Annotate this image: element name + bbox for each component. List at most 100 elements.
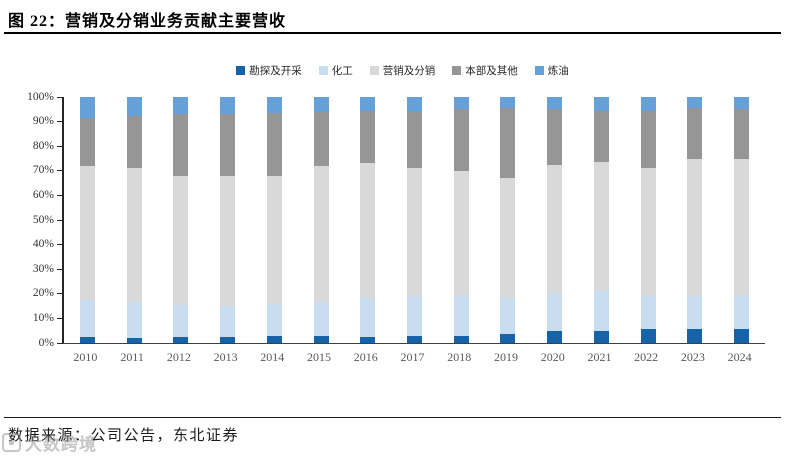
y-tick-label: 30%	[32, 262, 54, 275]
bar-segment-化工-2018	[453, 295, 469, 336]
bar-slot-2015	[298, 97, 345, 343]
bar-slot-2013	[204, 97, 251, 343]
bar-segment-营销及分销-2016	[360, 163, 376, 298]
bar-stack-2012	[173, 97, 189, 343]
y-tick-mark	[57, 170, 62, 172]
bar-segment-营销及分销-2020	[547, 164, 563, 293]
bar-segment-营销及分销-2010	[79, 165, 95, 300]
watermark: 大数跨境	[2, 430, 97, 455]
bar-segment-营销及分销-2012	[173, 175, 189, 305]
y-tick-label: 80%	[32, 139, 54, 152]
bar-segment-勘探及开采-2020	[547, 330, 563, 343]
bar-stack-2011	[126, 97, 142, 343]
bar-stack-2024	[734, 97, 750, 343]
bar-segment-炼油-2015	[313, 97, 329, 112]
bar-segment-勘探及开采-2019	[500, 334, 516, 343]
bar-stack-2013	[220, 97, 236, 343]
y-tick-label: 10%	[32, 311, 54, 324]
bar-segment-营销及分销-2024	[734, 158, 750, 296]
y-tick-mark	[57, 293, 62, 295]
y-tick-label: 70%	[32, 164, 54, 177]
legend-item-3: 本部及其他	[452, 63, 518, 78]
bar-stack-2018	[453, 97, 469, 343]
bar-segment-本部及其他-2015	[313, 111, 329, 166]
bar-segment-化工-2011	[126, 302, 142, 339]
title-underline	[4, 32, 781, 34]
legend-swatch-icon	[318, 66, 328, 75]
bar-segment-本部及其他-2020	[547, 109, 563, 165]
bar-segment-营销及分销-2023	[687, 158, 703, 297]
legend-label: 炼油	[547, 65, 569, 77]
legend-swatch-icon	[534, 66, 544, 75]
bar-segment-化工-2012	[173, 304, 189, 337]
bar-segment-炼油-2012	[173, 97, 189, 115]
bar-segment-本部及其他-2013	[220, 114, 236, 176]
x-tick-label-2020: 2020	[540, 350, 565, 364]
x-tick-label-2023: 2023	[680, 350, 705, 364]
y-tick-label: 40%	[32, 237, 54, 250]
bar-segment-勘探及开采-2010	[79, 336, 95, 343]
bar-segment-炼油-2016	[360, 97, 376, 111]
bar-segment-炼油-2017	[407, 97, 422, 112]
bar-segment-化工-2020	[547, 292, 563, 331]
x-tick-label-2011: 2011	[120, 350, 144, 364]
y-tick-mark	[57, 317, 62, 319]
source-note: 数据来源：公司公告，东北证券	[8, 428, 240, 444]
bar-segment-化工-2022	[640, 296, 656, 330]
bar-segment-本部及其他-2018	[453, 109, 469, 171]
watermark-logo-icon	[2, 433, 21, 452]
bar-segment-炼油-2021	[593, 97, 609, 111]
bar-segment-化工-2019	[500, 297, 516, 335]
bar-segment-营销及分销-2018	[453, 170, 469, 296]
bar-stack-2014	[266, 97, 282, 343]
bar-stack-2022	[640, 97, 656, 343]
y-tick-mark	[57, 194, 62, 196]
bar-segment-炼油-2013	[220, 97, 236, 115]
legend-label: 营销及分销	[382, 65, 436, 77]
bar-stack-2015	[313, 97, 329, 343]
x-tick-label-2010: 2010	[73, 350, 98, 364]
x-tick-label-2019: 2019	[493, 350, 518, 364]
bar-slot-2010	[64, 97, 111, 343]
bar-segment-本部及其他-2019	[500, 108, 516, 179]
bar-segment-营销及分销-2011	[126, 168, 142, 303]
bar-segment-炼油-2010	[79, 97, 95, 118]
bar-segment-营销及分销-2021	[593, 162, 609, 292]
bar-segment-勘探及开采-2012	[173, 336, 189, 343]
bar-segment-勘探及开采-2023	[687, 329, 703, 343]
x-tick-label-2012: 2012	[166, 350, 191, 364]
bar-segment-本部及其他-2011	[126, 115, 142, 169]
plot-area	[57, 96, 765, 344]
bar-segment-化工-2010	[79, 299, 95, 337]
bar-slot-2018	[438, 97, 485, 343]
y-axis-labels: 0% 10% 20% 30% 40% 50% 60% 70% 80% 90% 100%	[0, 91, 54, 348]
legend-swatch-icon	[369, 66, 379, 75]
bar-segment-本部及其他-2014	[266, 113, 282, 176]
bar-segment-勘探及开采-2024	[734, 329, 750, 343]
bar-slot-2019	[485, 97, 532, 343]
y-tick-mark	[57, 268, 62, 270]
legend-swatch-icon	[452, 66, 462, 75]
source-divider	[4, 417, 781, 418]
legend-label: 本部及其他	[465, 65, 518, 77]
bar-segment-化工-2017	[407, 296, 422, 336]
y-tick-mark	[57, 244, 62, 246]
x-tick-label-2017: 2017	[400, 350, 425, 364]
bar-segment-营销及分销-2013	[220, 175, 236, 307]
bar-segment-化工-2014	[266, 303, 282, 336]
y-tick-mark	[57, 342, 62, 344]
bar-segment-营销及分销-2015	[313, 165, 329, 303]
legend-label: 化工	[331, 65, 353, 77]
legend-item-0: 勘探及开采	[236, 63, 302, 78]
legend-swatch-icon	[236, 66, 246, 75]
bar-segment-本部及其他-2022	[640, 110, 656, 169]
y-tick-mark	[57, 96, 62, 98]
x-tick-label-2018: 2018	[447, 350, 472, 364]
bar-slot-2014	[251, 97, 298, 343]
bar-segment-勘探及开采-2011	[126, 338, 142, 343]
bar-segment-营销及分销-2022	[640, 168, 656, 297]
bar-segment-化工-2016	[360, 297, 376, 337]
bar-slot-2022	[625, 97, 672, 343]
bar-slot-2012	[157, 97, 204, 343]
bar-segment-勘探及开采-2014	[266, 335, 282, 343]
